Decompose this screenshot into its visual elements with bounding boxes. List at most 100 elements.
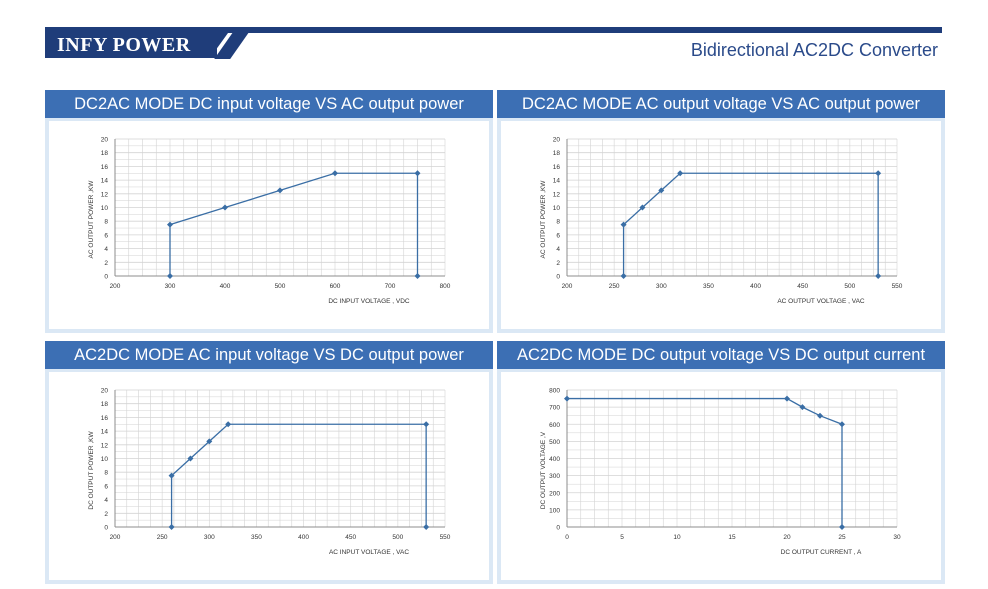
- y-axis-label: AC OUTPUT POWER ,KW: [88, 180, 95, 259]
- x-tick-label: 400: [750, 283, 761, 290]
- y-tick-label: 6: [104, 232, 108, 239]
- data-point-marker: [784, 395, 790, 402]
- data-point-marker: [222, 204, 228, 211]
- x-tick-label: 400: [220, 283, 231, 290]
- line-chart: 0 2 4 6 8 10 12 14 16 18 20 200 300 400 500 600 700 800 DC…: [88, 137, 451, 306]
- x-tick-label: 400: [298, 534, 309, 541]
- y-tick-label: 8: [556, 219, 560, 226]
- y-tick-label: 6: [556, 232, 560, 239]
- data-point-marker: [658, 187, 665, 194]
- data-point-marker: [277, 187, 283, 194]
- chart-panel-dc2ac-input-voltage: DC2AC MODE DC input voltage VS AC output…: [45, 90, 493, 333]
- data-point-marker: [799, 404, 806, 411]
- data-point-marker: [423, 524, 430, 530]
- chart-panel-dc2ac-output-voltage: DC2AC MODE AC output voltage VS AC outpu…: [497, 90, 945, 333]
- y-tick-label: 2: [556, 260, 560, 267]
- y-tick-label: 100: [549, 507, 560, 514]
- series-line: [567, 397, 843, 527]
- y-tick-label: 18: [101, 401, 109, 408]
- y-tick-label: 10: [101, 205, 109, 212]
- chart-plot-area: 0 2 4 6 8 10 12 14 16 18 20 200 300 400 500 600 700 800 DC…: [49, 121, 489, 329]
- x-tick-label: 5: [620, 534, 624, 541]
- data-point-marker: [168, 472, 175, 479]
- y-tick-label: 20: [101, 388, 109, 395]
- y-tick-label: 4: [556, 246, 560, 253]
- y-tick-label: 0: [104, 274, 108, 281]
- data-point-marker: [167, 273, 173, 279]
- header-rule: [45, 27, 942, 33]
- x-tick-label: 450: [345, 534, 356, 541]
- y-tick-label: 0: [104, 525, 108, 532]
- y-tick-label: 600: [549, 422, 560, 429]
- y-tick-label: 14: [101, 178, 109, 185]
- data-point-marker: [564, 395, 570, 402]
- x-axis-label: AC INPUT VOLTAGE , VAC: [329, 549, 409, 556]
- x-tick-label: 550: [892, 283, 903, 290]
- x-axis-label: DC OUTPUT CURRENT , A: [781, 549, 862, 556]
- y-tick-label: 12: [101, 442, 109, 449]
- chart-plot-area: 0 2 4 6 8 10 12 14 16 18 20 200 250 300 350 400 450 500 55…: [501, 121, 941, 329]
- y-tick-label: 18: [553, 150, 561, 157]
- y-tick-label: 2: [104, 260, 108, 267]
- data-point-marker: [206, 438, 213, 445]
- y-tick-label: 10: [101, 456, 109, 463]
- data-point-marker: [168, 524, 175, 530]
- y-axis-label: DC OUTPUT VOLTAGE ,V: [540, 431, 547, 509]
- y-tick-label: 4: [104, 246, 108, 253]
- y-axis-label: DC OUTPUT POWER ,KW: [88, 431, 95, 510]
- y-tick-label: 16: [101, 164, 109, 171]
- y-tick-label: 700: [549, 405, 560, 412]
- y-tick-label: 300: [549, 473, 560, 480]
- brand-logo: INFY POWER: [45, 33, 217, 58]
- data-point-marker: [677, 170, 684, 177]
- data-point-marker: [414, 170, 421, 177]
- data-point-marker: [414, 273, 421, 279]
- y-tick-label: 14: [101, 429, 109, 436]
- x-tick-label: 600: [330, 283, 341, 290]
- x-tick-label: 250: [609, 283, 620, 290]
- x-tick-label: 300: [204, 534, 215, 541]
- chart-panel-ac2dc-input-voltage: AC2DC MODE AC input voltage VS DC output…: [45, 341, 493, 584]
- y-tick-label: 200: [549, 490, 560, 497]
- line-chart: 0 2 4 6 8 10 12 14 16 18 20 200 250 300 350 400 450 500 55…: [540, 137, 903, 306]
- y-tick-label: 0: [556, 274, 560, 281]
- y-tick-label: 800: [549, 388, 560, 395]
- chart-plot-area: 0 100 200 300 400 500 600 700 800 0 5 10 15 20 25 30 DC …: [501, 372, 941, 580]
- chart-title: DC2AC MODE DC input voltage VS AC output…: [45, 90, 493, 118]
- chart-plot-area: 0 2 4 6 8 10 12 14 16 18 20 200 250 300 350 400 450 500 55…: [49, 372, 489, 580]
- x-tick-label: 350: [251, 534, 262, 541]
- y-tick-label: 10: [553, 205, 561, 212]
- chart-panel-ac2dc-output-current: AC2DC MODE DC output voltage VS DC outpu…: [497, 341, 945, 584]
- y-tick-label: 8: [104, 470, 108, 477]
- y-tick-label: 16: [101, 415, 109, 422]
- x-tick-label: 10: [673, 534, 681, 541]
- x-tick-label: 700: [385, 283, 396, 290]
- y-tick-label: 16: [553, 164, 561, 171]
- x-tick-label: 800: [440, 283, 451, 290]
- chart-title: DC2AC MODE AC output voltage VS AC outpu…: [497, 90, 945, 118]
- y-tick-label: 4: [104, 497, 108, 504]
- chart-title: AC2DC MODE AC input voltage VS DC output…: [45, 341, 493, 369]
- chart-title: AC2DC MODE DC output voltage VS DC outpu…: [497, 341, 945, 369]
- data-point-marker: [332, 170, 338, 177]
- y-tick-label: 0: [556, 525, 560, 532]
- x-tick-label: 15: [728, 534, 736, 541]
- y-tick-label: 2: [104, 511, 108, 518]
- data-point-marker: [620, 273, 627, 279]
- x-tick-label: 30: [893, 534, 901, 541]
- y-tick-label: 14: [553, 178, 561, 185]
- x-tick-label: 300: [656, 283, 667, 290]
- x-tick-label: 200: [562, 283, 573, 290]
- data-point-marker: [817, 412, 823, 419]
- y-tick-label: 500: [549, 439, 560, 446]
- x-tick-label: 25: [838, 534, 846, 541]
- x-tick-label: 20: [783, 534, 791, 541]
- data-point-marker: [639, 204, 646, 211]
- y-tick-label: 12: [101, 191, 109, 198]
- y-tick-label: 400: [549, 456, 560, 463]
- data-point-marker: [225, 421, 232, 428]
- data-point-marker: [167, 221, 173, 228]
- data-point-marker: [875, 170, 882, 177]
- y-axis-label: AC OUTPUT POWER ,KW: [540, 180, 547, 259]
- x-axis-label: AC OUTPUT VOLTAGE , VAC: [777, 298, 865, 305]
